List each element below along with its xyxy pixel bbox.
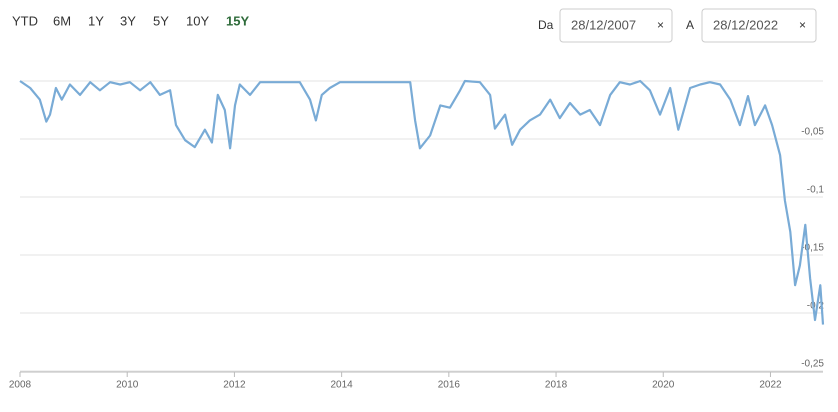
y-tick-label: -0,15 — [801, 243, 824, 254]
x-tick-label: 2010 — [116, 380, 139, 391]
date-from-box[interactable] — [559, 8, 673, 43]
y-tick-label: -0,25 — [801, 359, 824, 370]
date-to-value[interactable]: 28/12/2022 — [713, 17, 778, 32]
x-tick-label: 2012 — [223, 380, 246, 391]
x-tick-label: 2016 — [438, 380, 461, 391]
range-button[interactable]: YTD — [12, 13, 38, 28]
y-tick-label: -0,2 — [807, 301, 825, 312]
range-button[interactable]: 1Y — [88, 13, 104, 28]
range-button[interactable]: 3Y — [120, 13, 136, 28]
date-to-clear[interactable]: × — [799, 18, 806, 32]
y-tick-label: -0,05 — [801, 127, 824, 138]
series-line — [19, 79, 825, 325]
range-button[interactable]: 5Y — [153, 13, 169, 28]
x-tick-label: 2022 — [759, 380, 782, 391]
x-tick-label: 2018 — [545, 380, 568, 391]
range-button[interactable]: 10Y — [186, 13, 209, 28]
date-to-box[interactable] — [701, 8, 817, 43]
x-tick-label: 2014 — [331, 380, 354, 391]
date-to-label: A — [686, 18, 694, 32]
y-tick-label: -0,1 — [807, 185, 825, 196]
range-button[interactable]: 6M — [53, 13, 71, 28]
date-from-value[interactable]: 28/12/2007 — [571, 17, 636, 32]
x-tick-label: 2020 — [652, 380, 675, 391]
range-button[interactable]: 15Y — [226, 13, 249, 28]
date-from-clear[interactable]: × — [657, 18, 664, 32]
x-tick-label: 2008 — [9, 380, 32, 391]
date-from-label: Da — [538, 18, 554, 32]
